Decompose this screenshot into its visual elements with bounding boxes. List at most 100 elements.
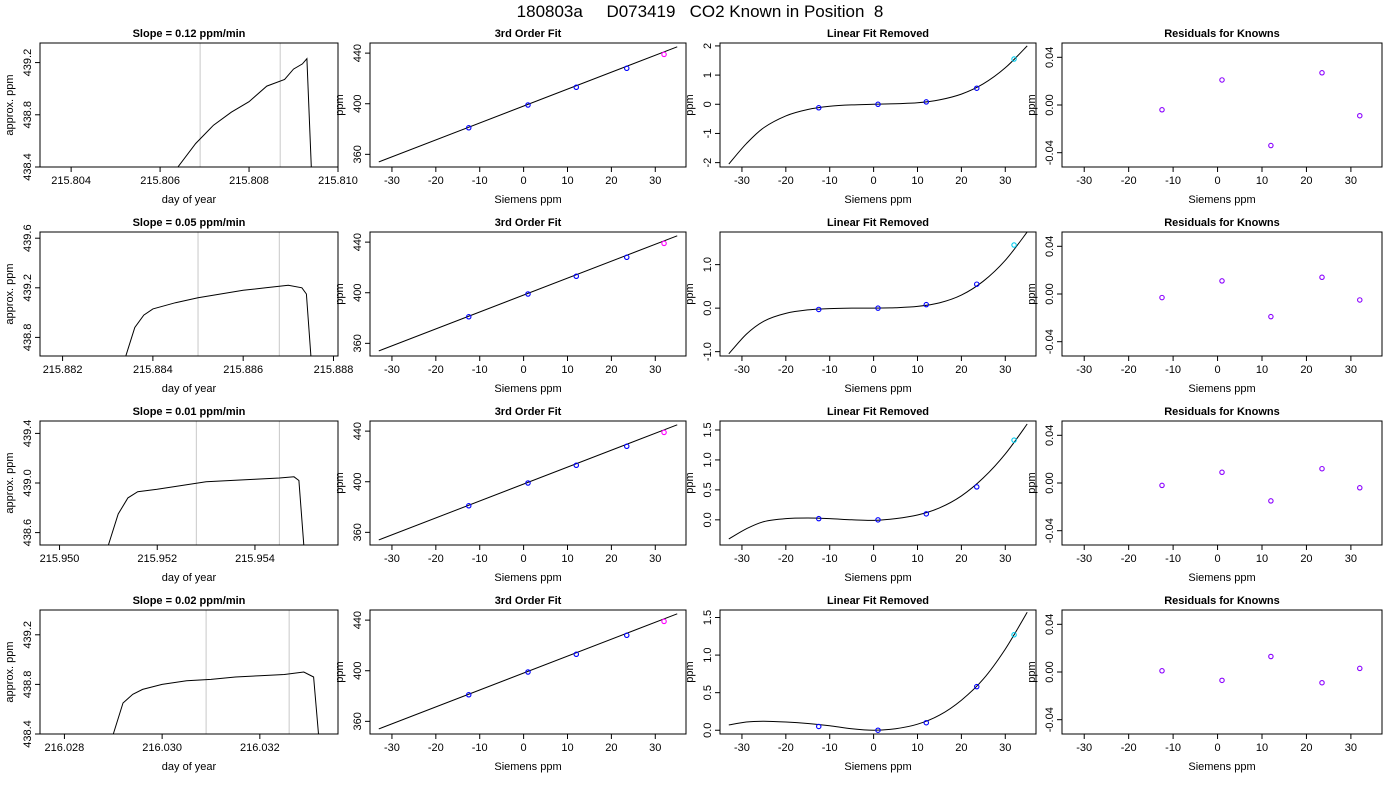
x-tick-label: 10 [911,175,923,187]
x-tick-label: 20 [605,742,617,754]
y-tick-label: 360 [352,712,364,730]
x-axis-label: Siemens ppm [844,761,911,773]
y-tick-label: 0.00 [1044,661,1056,682]
data-point [1159,668,1165,674]
x-tick-label: 20 [955,742,967,754]
x-tick-label: 30 [1345,742,1357,754]
x-tick-label: 30 [649,175,661,187]
data-point [923,511,930,517]
x-tick-label: 10 [561,175,573,187]
x-tick-label: -30 [384,553,400,565]
data-point [973,281,980,287]
x-axis-label: Siemens ppm [844,194,911,206]
data-point [923,99,930,105]
data-point [1159,294,1165,301]
x-axis-label: day of year [162,383,217,395]
x-tick-label: -30 [1076,175,1092,187]
x-tick-label: -20 [428,175,444,187]
plot-frame [719,231,1037,357]
y-tick-label: 0.00 [1044,283,1056,304]
data-point [1319,70,1325,76]
y-tick-label: 439.6 [22,224,34,252]
x-tick-label: 215.806 [140,175,180,187]
x-tick-label: -20 [1121,175,1137,187]
data-point [1011,242,1017,248]
y-tick-label: 1.5 [702,610,714,625]
plot-frame [719,609,1037,735]
x-tick-label: -20 [428,742,444,754]
fit-curve [728,423,1028,540]
x-tick-label: -10 [472,553,488,565]
data-point [525,669,531,675]
panel-title: Linear Fit Removed [827,595,929,607]
y-axis-label: ppm [684,661,696,682]
x-axis-label: Siemens ppm [844,572,911,584]
panel-4-1: Slope = 0.02 ppm/min 216.028 216.030 216.03… [4,595,339,773]
panel-1-2: 3rd Order Fit -30 -20 -10 0 10 20 30 360 400 440 Si… [334,28,687,206]
data-point [1219,278,1225,284]
data-point [1268,313,1274,320]
series-line [125,284,312,356]
series-line [112,671,319,734]
x-axis-label: Siemens ppm [494,761,561,773]
plot-area [112,671,319,734]
x-axis-label: Siemens ppm [1188,194,1255,206]
y-tick-label: 0.00 [1044,94,1056,115]
x-tick-label: -10 [472,742,488,754]
y-tick-label: 0.00 [1044,472,1056,493]
panel-3-3: Linear Fit Removed -30 -20 -10 0 10 20 30 0.0 0.5… [684,406,1037,584]
y-tick-label: 439.2 [22,49,34,77]
x-axis-label: Siemens ppm [1188,572,1255,584]
data-point [875,101,881,108]
x-tick-label: 0 [871,175,877,187]
data-point [525,291,531,297]
x-tick-label: 30 [649,364,661,376]
data-point [815,515,822,522]
panel-title: Residuals for Knowns [1164,28,1280,40]
data-point [973,683,980,690]
plot-frame [1061,42,1383,168]
plot-area [177,57,312,167]
data-point [875,727,881,733]
x-tick-label: 30 [999,364,1011,376]
x-tick-label: 10 [1256,175,1268,187]
y-tick-label: 0.0 [702,512,714,527]
data-point [1268,653,1274,660]
x-axis-label: Siemens ppm [494,383,561,395]
y-tick-label: 400 [352,662,364,680]
data-point [1357,485,1363,491]
data-point [573,651,580,658]
x-tick-label: -30 [734,175,750,187]
y-tick-label: 0.0 [702,723,714,738]
y-axis-label: approx. ppm [4,74,16,135]
data-point [1319,274,1325,281]
y-axis-label: ppm [684,472,696,493]
data-point [465,503,472,509]
y-tick-label: 438.6 [22,519,34,547]
panel-title: Slope = 0.05 ppm/min [133,217,246,229]
x-tick-label: 20 [1300,175,1312,187]
series-line [177,57,312,167]
y-tick-label: 0.0 [702,300,714,315]
data-point [525,480,531,486]
y-tick-label: 1.0 [702,452,714,467]
x-tick-label: 215.882 [43,364,83,376]
data-point [1319,465,1325,472]
panel-title: Slope = 0.02 ppm/min [133,595,246,607]
x-tick-label: 20 [605,364,617,376]
plot-frame [719,42,1037,168]
plot-area [728,45,1028,165]
x-tick-label: 30 [999,553,1011,565]
x-tick-label: 10 [561,553,573,565]
x-tick-label: 10 [911,553,923,565]
y-tick-label: 439.0 [22,469,34,497]
plot-frame [1061,420,1383,546]
x-tick-label: -20 [1121,742,1137,754]
y-tick-label: 438.4 [22,153,34,181]
data-point [815,306,822,313]
x-tick-label: 10 [561,742,573,754]
y-tick-label: 360 [352,145,364,163]
panel-4-4: Residuals for Knowns -30 -20 -10 0 10 20 30 -0.0… [1026,595,1383,773]
y-axis-label: ppm [334,661,346,682]
